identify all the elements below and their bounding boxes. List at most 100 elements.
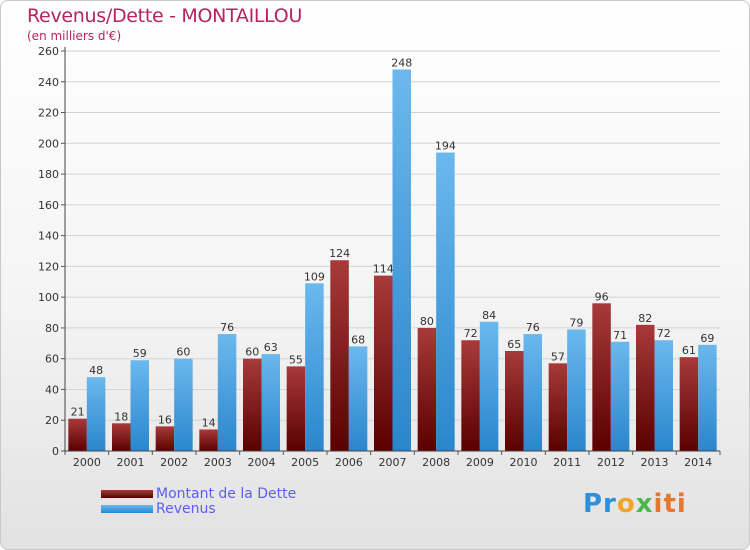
data-label: 61 bbox=[682, 344, 696, 357]
data-label: 60 bbox=[245, 346, 259, 359]
bar-revenue bbox=[698, 344, 717, 451]
x-tick-label: 2012 bbox=[597, 456, 625, 469]
data-label: 72 bbox=[464, 327, 478, 340]
bar-debt bbox=[417, 327, 437, 451]
bar-revenue bbox=[217, 334, 237, 451]
y-tick-label: 160 bbox=[38, 199, 59, 212]
proxiti-logo: Proxiti bbox=[583, 489, 687, 519]
data-label: 65 bbox=[507, 338, 521, 351]
bar-revenue bbox=[610, 341, 630, 451]
bar-debt bbox=[112, 423, 131, 451]
data-label: 63 bbox=[264, 341, 278, 354]
x-tick-label: 2006 bbox=[335, 456, 363, 469]
y-tick-label: 40 bbox=[45, 383, 59, 396]
data-label: 96 bbox=[595, 290, 609, 303]
data-label: 84 bbox=[482, 309, 496, 322]
data-label: 18 bbox=[114, 410, 128, 423]
x-tick-label: 2002 bbox=[160, 456, 188, 469]
data-label: 194 bbox=[435, 140, 456, 153]
data-label: 248 bbox=[391, 56, 412, 69]
data-label: 16 bbox=[158, 413, 172, 426]
data-label: 72 bbox=[657, 327, 671, 340]
x-tick-label: 2008 bbox=[422, 456, 450, 469]
bar-debt bbox=[636, 324, 655, 451]
data-label: 114 bbox=[373, 263, 394, 276]
bar-debt bbox=[243, 358, 262, 451]
y-tick-label: 140 bbox=[38, 230, 59, 243]
bar-revenue bbox=[654, 340, 673, 451]
bar-revenue bbox=[261, 354, 280, 451]
bar-revenue bbox=[305, 283, 324, 451]
x-tick-label: 2013 bbox=[641, 456, 669, 469]
x-tick-label: 2005 bbox=[291, 456, 319, 469]
chart-subtitle: (en milliers d'€) bbox=[27, 29, 122, 43]
data-label: 76 bbox=[526, 321, 540, 334]
bar-revenue bbox=[479, 321, 499, 451]
x-tick-label: 2004 bbox=[248, 456, 276, 469]
chart-title: Revenus/Dette - MONTAILLOU bbox=[27, 5, 303, 27]
data-label: 14 bbox=[202, 416, 216, 429]
bar-debt bbox=[592, 303, 611, 451]
x-tick-label: 2009 bbox=[466, 456, 494, 469]
bar-revenue bbox=[348, 346, 368, 451]
bar-debt bbox=[461, 340, 480, 451]
data-label: 59 bbox=[133, 347, 147, 360]
data-label: 124 bbox=[329, 247, 350, 260]
data-label: 82 bbox=[638, 312, 652, 325]
data-label: 80 bbox=[420, 315, 434, 328]
data-label: 48 bbox=[89, 364, 103, 377]
bar-debt bbox=[374, 275, 393, 451]
y-tick-label: 240 bbox=[38, 76, 59, 89]
logo-part: iti bbox=[653, 489, 687, 519]
bar-revenue bbox=[86, 377, 106, 451]
bar-revenue bbox=[174, 358, 193, 451]
bar-debt bbox=[505, 351, 524, 451]
x-tick-label: 2001 bbox=[117, 456, 145, 469]
data-label: 55 bbox=[289, 353, 303, 366]
x-tick-label: 2000 bbox=[73, 456, 101, 469]
bar-debt bbox=[548, 363, 568, 451]
bar-group bbox=[68, 69, 717, 452]
bar-debt bbox=[679, 357, 699, 451]
y-tick-label: 60 bbox=[45, 353, 59, 366]
x-tick-label: 2011 bbox=[553, 456, 581, 469]
axes: 0 20 40 60 80 100 120 140 160 180 200 220 240 260 2000… bbox=[38, 45, 721, 469]
y-tick-label: 100 bbox=[38, 291, 59, 304]
y-tick-label: 80 bbox=[45, 322, 59, 335]
data-label: 69 bbox=[700, 332, 714, 345]
logo-part: x bbox=[635, 489, 654, 519]
logo-part: Pr bbox=[583, 489, 617, 519]
bar-revenue bbox=[130, 360, 149, 451]
data-label: 57 bbox=[551, 350, 565, 363]
legend-swatch-debt bbox=[101, 490, 153, 498]
bar-debt bbox=[286, 366, 306, 451]
x-tick-label: 2014 bbox=[684, 456, 712, 469]
value-labels: 21 48 18 59 16 60 14 76 60 63 55 109 124 68 114 248 80 19… bbox=[71, 56, 715, 429]
x-tick-label: 2007 bbox=[379, 456, 407, 469]
bar-revenue bbox=[436, 152, 455, 452]
legend-label-debt: Montant de la Dette bbox=[156, 486, 297, 502]
bar-debt bbox=[330, 260, 349, 451]
data-label: 21 bbox=[71, 406, 85, 419]
bar-revenue bbox=[523, 334, 542, 451]
y-tick-label: 200 bbox=[38, 137, 59, 150]
y-tick-label: 0 bbox=[52, 445, 59, 458]
data-label: 76 bbox=[220, 321, 234, 334]
x-tick-label: 2010 bbox=[510, 456, 538, 469]
y-tick-label: 120 bbox=[38, 260, 59, 273]
bar-debt bbox=[68, 418, 87, 451]
y-tick-label: 220 bbox=[38, 107, 59, 120]
data-label: 71 bbox=[613, 329, 627, 342]
bar-debt bbox=[199, 429, 218, 451]
y-tick-label: 20 bbox=[45, 414, 59, 427]
data-label: 68 bbox=[351, 333, 365, 346]
y-tick-label: 180 bbox=[38, 168, 59, 181]
x-tick-label: 2003 bbox=[204, 456, 232, 469]
bar-debt bbox=[155, 426, 175, 451]
y-tick-label: 260 bbox=[38, 45, 59, 58]
logo-part: o bbox=[616, 489, 636, 519]
bar-revenue bbox=[567, 329, 586, 451]
data-label: 60 bbox=[176, 346, 190, 359]
